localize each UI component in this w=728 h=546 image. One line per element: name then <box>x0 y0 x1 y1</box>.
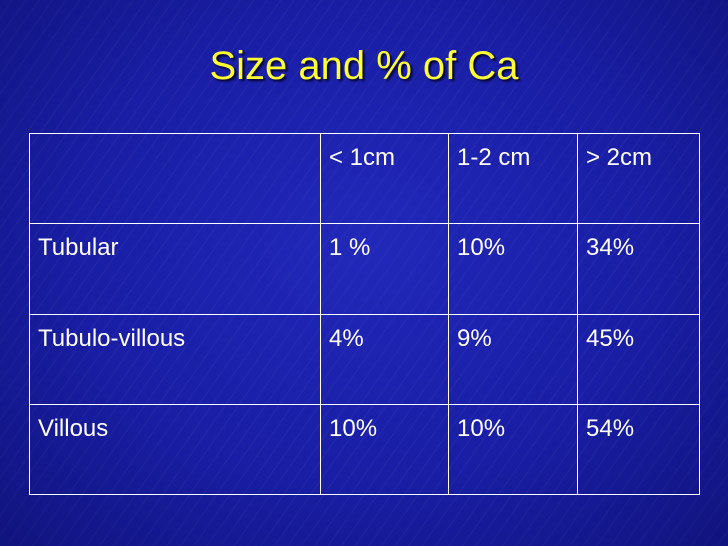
header-cell-over-2cm: > 2cm <box>577 132 700 225</box>
table-cell: 10% <box>448 223 578 315</box>
table-cell: 9% <box>448 313 578 405</box>
table-row: Tubulo-villous 4% 9% 45% <box>29 313 700 405</box>
header-cell-under-1cm: < 1cm <box>320 132 449 225</box>
table-cell: 10% <box>448 403 578 496</box>
header-cell-1-2cm: 1-2 cm <box>448 132 578 225</box>
row-label: Villous <box>29 403 321 496</box>
slide-title: Size and % of Ca <box>209 44 519 88</box>
data-table: < 1cm 1-2 cm > 2cm Tubular 1 % 10% 34% T… <box>29 132 700 496</box>
table-cell: 54% <box>577 403 700 496</box>
row-label: Tubulo-villous <box>29 313 321 405</box>
table-cell: 1 % <box>320 223 449 315</box>
table-row: Villous 10% 10% 54% <box>29 403 700 496</box>
table-header-row: < 1cm 1-2 cm > 2cm <box>29 132 700 225</box>
table-cell: 45% <box>577 313 700 405</box>
header-cell-empty <box>29 132 321 225</box>
table-row: Tubular 1 % 10% 34% <box>29 223 700 315</box>
table-cell: 34% <box>577 223 700 315</box>
table-cell: 4% <box>320 313 449 405</box>
table-cell: 10% <box>320 403 449 496</box>
row-label: Tubular <box>29 223 321 315</box>
